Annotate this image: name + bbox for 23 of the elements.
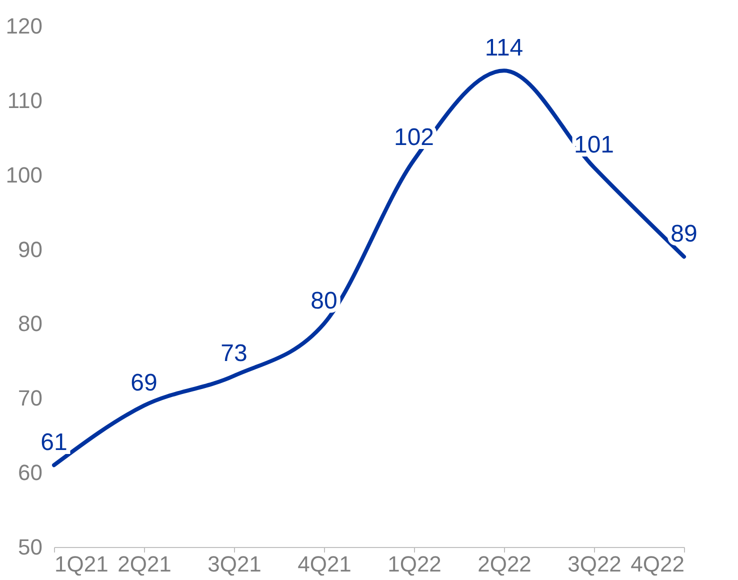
y-tick-label: 120 [6,14,42,38]
x-tick-label: 2Q22 [478,552,532,576]
x-tick-label: 1Q22 [388,552,442,576]
y-tick-label: 60 [18,460,42,486]
y-tick-label: 70 [18,386,42,411]
data-label: 101 [574,131,614,158]
x-tick-label: 3Q22 [568,552,622,576]
x-tick-label: 3Q21 [208,552,262,576]
x-tick-label: 2Q21 [118,552,172,576]
data-label: 61 [40,429,68,456]
data-label: 69 [130,370,158,397]
x-tick-label: 1Q21 [54,552,108,576]
data-label: 89 [670,220,698,248]
data-label: 114 [484,34,524,62]
data-label: 73 [220,340,248,367]
x-tick-label: 4Q22 [630,552,684,576]
y-tick-label: 110 [7,88,42,113]
x-tick-label: 4Q21 [298,552,352,576]
y-tick-label: 100 [6,162,42,188]
y-tick-label: 90 [18,236,42,262]
y-tick-label: 80 [18,311,42,336]
y-tick-label: 50 [18,534,42,560]
data-label: 80 [310,288,338,315]
